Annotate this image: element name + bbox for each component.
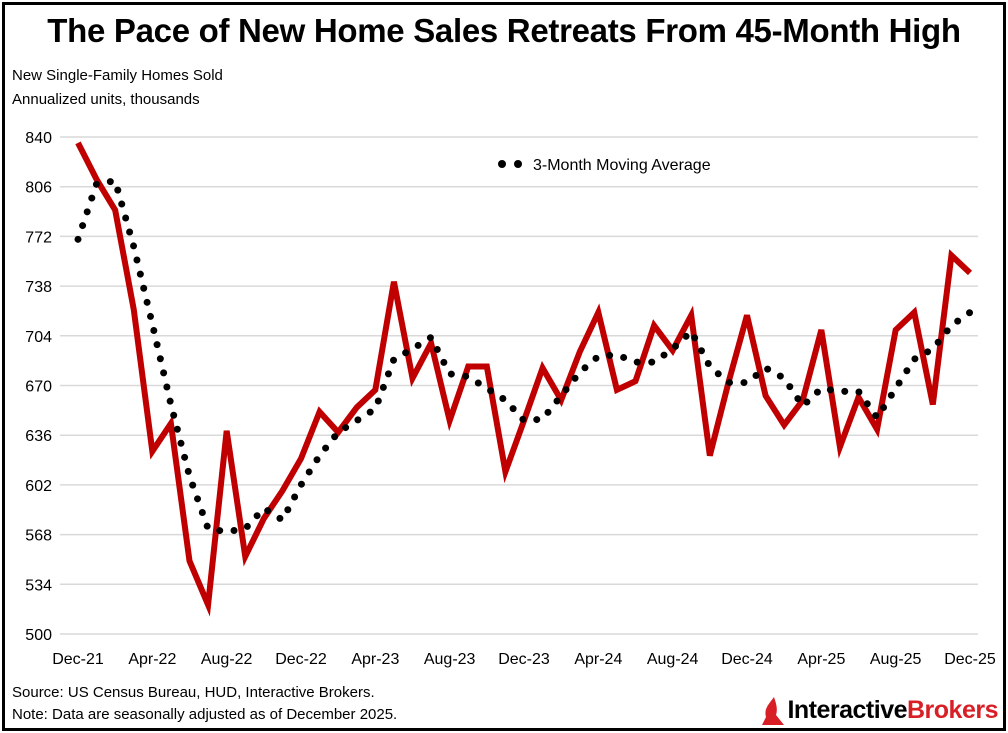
y-tick-label: 636 xyxy=(25,428,52,445)
logo-text-interactive: Interactive xyxy=(787,696,907,724)
new-home-sales-line xyxy=(75,141,973,617)
y-tick-label: 840 xyxy=(25,130,52,147)
x-tick-label: Dec-22 xyxy=(275,651,327,668)
y-tick-label: 738 xyxy=(25,279,52,296)
x-tick-label: Apr-24 xyxy=(574,651,622,668)
chart-title: The Pace of New Home Sales Retreats From… xyxy=(47,12,961,49)
x-tick-label: Aug-22 xyxy=(201,651,253,668)
interactive-brokers-logo: Interactive Brokers xyxy=(762,696,999,725)
x-tick-label: Dec-21 xyxy=(52,651,104,668)
x-tick-label: Apr-23 xyxy=(351,651,399,668)
y-tick-label: 704 xyxy=(25,329,52,346)
y-tick-label: 772 xyxy=(25,229,52,246)
legend-dot-icon xyxy=(514,160,522,168)
y-tick-label: 568 xyxy=(25,528,52,545)
source-note: Source: US Census Bureau, HUD, Interacti… xyxy=(12,684,375,701)
x-tick-label: Aug-25 xyxy=(870,651,922,668)
x-tick-label: Apr-22 xyxy=(128,651,176,668)
x-tick-label: Aug-24 xyxy=(647,651,699,668)
x-tick-label: Dec-23 xyxy=(498,651,550,668)
y-tick-label: 500 xyxy=(25,627,52,644)
chart-subtitle-line-2: Annualized units, thousands xyxy=(12,91,200,108)
y-tick-label: 670 xyxy=(25,379,52,396)
x-tick-label: Dec-24 xyxy=(721,651,773,668)
x-tick-label: Aug-23 xyxy=(424,651,476,668)
data-note: Note: Data are seasonally adjusted as of… xyxy=(12,706,398,723)
x-tick-label: Apr-25 xyxy=(797,651,845,668)
moving-average-dotted-line xyxy=(74,176,974,536)
x-tick-label: Dec-25 xyxy=(944,651,996,668)
legend-dot-icon xyxy=(498,160,506,168)
logo-flame-icon xyxy=(762,696,785,725)
y-tick-label: 602 xyxy=(25,478,52,495)
chart-subtitle-line-1: New Single-Family Homes Sold xyxy=(12,67,223,84)
legend-label: 3-Month Moving Average xyxy=(533,157,711,174)
y-tick-label: 806 xyxy=(25,180,52,197)
y-tick-label: 534 xyxy=(25,577,52,594)
logo-text-brokers: Brokers xyxy=(907,696,999,724)
